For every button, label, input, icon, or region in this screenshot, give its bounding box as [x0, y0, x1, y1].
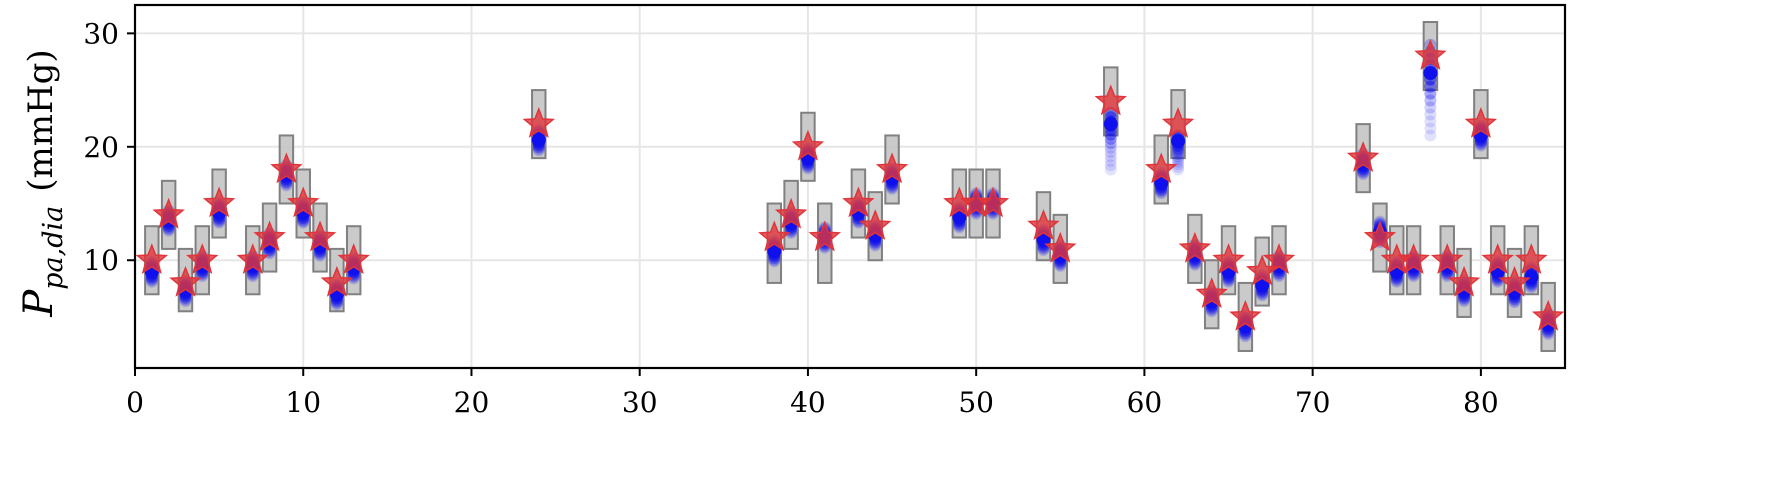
plot-frame — [133, 3, 1567, 370]
observed-stars — [135, 38, 1565, 331]
observed-star — [253, 220, 286, 252]
y-tick-label: 30 — [83, 17, 119, 50]
y-axis-label-subscript: pa,dia — [38, 206, 69, 290]
observed-star — [1531, 299, 1565, 331]
observed-star — [320, 265, 354, 297]
observed-star — [1027, 209, 1060, 241]
observed-star — [1414, 38, 1447, 70]
estimate-point — [531, 132, 546, 147]
estimate-sample — [1172, 160, 1185, 173]
x-tick-label: 20 — [454, 386, 490, 419]
estimate-sample — [1424, 122, 1437, 135]
observed-star — [1178, 231, 1212, 263]
observed-star — [135, 243, 169, 275]
observed-star — [1094, 84, 1127, 116]
estimate-point — [952, 210, 967, 225]
estimate-sample — [1424, 94, 1437, 107]
observed-star — [1464, 107, 1498, 138]
y-tick-label: 20 — [83, 131, 119, 164]
observed-star — [1195, 277, 1228, 309]
observed-star — [1044, 231, 1077, 263]
x-tick-label: 30 — [622, 386, 658, 419]
estimate-sample — [1424, 87, 1437, 100]
x-tick-label: 80 — [1463, 386, 1499, 419]
observed-star — [1363, 220, 1397, 252]
observed-star — [791, 129, 825, 161]
observed-star — [337, 243, 370, 275]
x-tick-label: 40 — [790, 386, 826, 419]
estimate-point — [1154, 176, 1169, 191]
observed-star — [1161, 107, 1195, 138]
observed-star — [202, 186, 236, 218]
estimate-sample — [1104, 154, 1117, 167]
observed-star — [1515, 243, 1548, 275]
estimate-sample — [1424, 108, 1437, 121]
estimate-sample — [1172, 163, 1185, 176]
estimate-sample — [1104, 141, 1117, 154]
observed-star — [186, 243, 219, 275]
estimate-sample — [1104, 159, 1117, 172]
estimate-sample — [1104, 137, 1117, 150]
observed-star — [169, 265, 202, 297]
y-tick-label: 10 — [83, 244, 119, 277]
x-tick-label: 60 — [1127, 386, 1163, 419]
observed-star — [774, 197, 808, 229]
x-tick-label: 0 — [126, 386, 144, 419]
estimate-sample — [1424, 115, 1437, 128]
estimate-point — [767, 244, 782, 259]
estimate-sample — [1424, 101, 1437, 114]
observed-star — [287, 186, 320, 218]
observed-star — [152, 197, 185, 229]
observed-star — [236, 243, 269, 275]
observed-star — [1346, 141, 1380, 172]
observed-star — [1262, 243, 1296, 275]
estimate-sample — [1104, 132, 1117, 145]
axis-ticks: 0 10 20 30 40 50 60 70 80 10 20 30 — [83, 17, 1498, 419]
estimate-sample — [1104, 150, 1117, 163]
observed-star — [303, 220, 337, 252]
estimate-sample — [1172, 158, 1185, 171]
estimate-point — [1423, 66, 1438, 81]
y-axis-label-symbol: P — [16, 289, 62, 318]
estimate-points — [144, 38, 1556, 343]
observed-star — [1498, 265, 1531, 297]
estimate-point — [1036, 232, 1051, 247]
observed-star — [522, 107, 555, 138]
observed-star — [976, 186, 1010, 218]
estimate-point — [1524, 270, 1539, 285]
y-axis-label: Ppa,dia (mmHg) — [16, 49, 69, 317]
observed-star — [270, 152, 303, 184]
interval-boxes — [144, 21, 1556, 352]
estimate-sample — [1104, 163, 1117, 176]
estimate-sample — [1104, 146, 1117, 159]
x-tick-label: 50 — [958, 386, 994, 419]
observed-star — [1447, 265, 1481, 297]
observed-star — [859, 209, 892, 241]
observed-star — [1481, 243, 1514, 275]
y-axis-label-unit: (mmHg) — [21, 49, 61, 191]
x-tick-label: 10 — [285, 386, 321, 419]
estimate-sample — [1172, 153, 1185, 166]
observed-star — [842, 186, 875, 218]
estimate-point — [1103, 117, 1118, 132]
observed-star — [1145, 152, 1178, 184]
observed-star — [1397, 243, 1430, 275]
x-tick-label: 70 — [1295, 386, 1331, 419]
observed-star — [1229, 299, 1262, 331]
observed-star — [758, 220, 791, 252]
observed-star — [875, 152, 909, 184]
observed-star — [1212, 243, 1245, 275]
estimate-point — [1171, 134, 1186, 149]
estimate-point — [1255, 278, 1270, 293]
grid-lines — [134, 5, 1565, 368]
observed-star — [808, 220, 841, 252]
estimate-sample — [1424, 129, 1437, 142]
estimate-sample — [1172, 150, 1185, 163]
observed-star — [1431, 243, 1464, 275]
